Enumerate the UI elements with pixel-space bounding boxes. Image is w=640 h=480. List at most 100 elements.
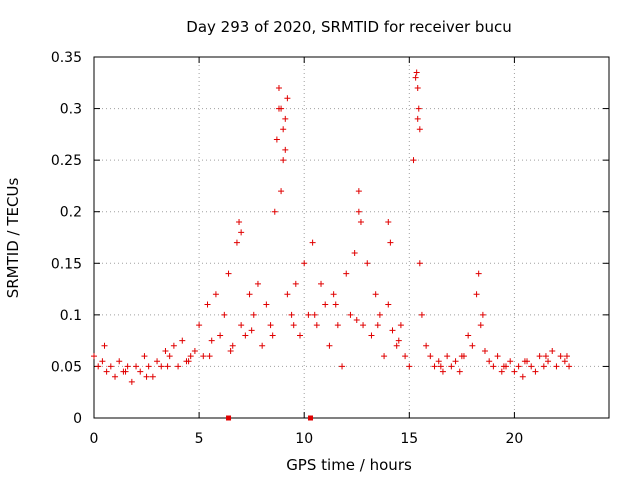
- data-point: [397, 322, 404, 329]
- data-point: [162, 347, 169, 354]
- data-point: [427, 353, 434, 360]
- y-tick-label: 0.35: [51, 50, 82, 66]
- y-tick-label: 0.25: [51, 153, 82, 169]
- data-point: [481, 347, 488, 354]
- chart-title: Day 293 of 2020, SRMTID for receiver buc…: [186, 18, 511, 36]
- data-point: [288, 311, 295, 318]
- data-point: [269, 332, 276, 339]
- axis-ticks: 0 5 10 15 20 0 0.05 0.1 0.15 0.2 0.25 0.3 0.35: [51, 50, 609, 447]
- data-point: [435, 358, 442, 365]
- data-point: [413, 69, 420, 76]
- x-tick-label: 10: [295, 431, 313, 447]
- data-point: [263, 301, 270, 308]
- data-point: [473, 291, 480, 298]
- data-point: [170, 342, 177, 349]
- data-point: [368, 332, 375, 339]
- data-point: [376, 311, 383, 318]
- data-point: [305, 311, 312, 318]
- data-point: [553, 363, 560, 370]
- data-point: [385, 301, 392, 308]
- data-point: [112, 373, 119, 380]
- data-point: [280, 126, 287, 133]
- data-point: [395, 337, 402, 344]
- data-point: [393, 342, 400, 349]
- data-point: [402, 353, 409, 360]
- data-point: [332, 301, 339, 308]
- data-point: [439, 368, 446, 375]
- data-point: [267, 322, 274, 329]
- y-tick-label: 0.1: [60, 308, 82, 324]
- y-tick-label: 0: [73, 411, 82, 427]
- data-point: [158, 363, 165, 370]
- data-point: [204, 301, 211, 308]
- data-point: [475, 270, 482, 277]
- data-point: [200, 353, 207, 360]
- data-point: [532, 368, 539, 375]
- data-point: [166, 353, 173, 360]
- data-point: [91, 353, 97, 360]
- data-point: [519, 373, 526, 380]
- data-point: [347, 311, 354, 318]
- x-tick-label: 5: [195, 431, 204, 447]
- data-point: [452, 358, 459, 365]
- data-point: [566, 363, 573, 370]
- data-point: [238, 229, 245, 236]
- data-point: [528, 363, 535, 370]
- data-point: [196, 322, 203, 329]
- data-point: [374, 322, 381, 329]
- data-point: [540, 363, 547, 370]
- data-point: [292, 280, 299, 287]
- data-point: [282, 146, 289, 153]
- data-point: [465, 332, 472, 339]
- data-point: [309, 239, 316, 246]
- data-point: [254, 280, 261, 287]
- data-point: [322, 301, 329, 308]
- axis-marker: [308, 415, 314, 421]
- y-tick-label: 0.15: [51, 256, 82, 272]
- data-point: [561, 358, 568, 365]
- data-point: [271, 208, 278, 215]
- data-point: [175, 363, 182, 370]
- data-point: [542, 353, 549, 360]
- data-point: [229, 342, 236, 349]
- data-point: [387, 239, 394, 246]
- data-point: [278, 105, 285, 112]
- data-point: [238, 322, 245, 329]
- data-point: [507, 358, 514, 365]
- grid: [94, 57, 609, 418]
- data-points: [91, 69, 573, 385]
- data-point: [381, 353, 388, 360]
- data-point: [355, 188, 362, 195]
- data-point: [500, 363, 507, 370]
- data-point: [275, 84, 282, 91]
- data-point: [458, 353, 465, 360]
- data-point: [372, 291, 379, 298]
- data-point: [389, 327, 396, 334]
- data-point: [116, 358, 123, 365]
- data-point: [103, 368, 110, 375]
- data-point: [290, 322, 297, 329]
- data-point: [479, 311, 486, 318]
- data-point: [343, 270, 350, 277]
- data-point: [225, 270, 232, 277]
- data-point: [416, 260, 423, 267]
- plot-frame: [93, 56, 610, 419]
- y-tick-label: 0.05: [51, 359, 82, 375]
- data-point: [208, 337, 215, 344]
- data-point: [282, 115, 289, 122]
- data-point: [164, 363, 171, 370]
- data-point: [536, 353, 543, 360]
- data-point: [128, 378, 135, 385]
- data-point: [416, 126, 423, 133]
- data-point: [206, 353, 213, 360]
- data-point: [284, 95, 291, 102]
- data-point: [415, 105, 422, 112]
- data-point: [227, 347, 234, 354]
- data-point: [326, 342, 333, 349]
- data-point: [246, 291, 253, 298]
- data-point: [444, 353, 451, 360]
- data-point: [145, 363, 152, 370]
- data-point: [191, 347, 198, 354]
- data-point: [273, 136, 280, 143]
